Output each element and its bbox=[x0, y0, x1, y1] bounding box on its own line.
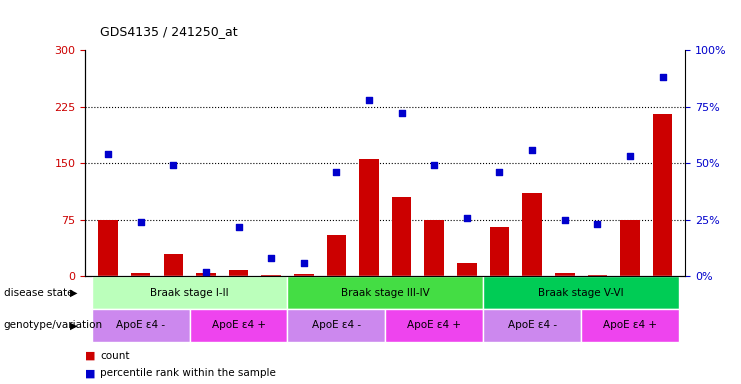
Bar bbox=[653, 114, 672, 276]
Point bbox=[396, 110, 408, 116]
Text: ▶: ▶ bbox=[70, 320, 78, 331]
Text: Braak stage III-IV: Braak stage III-IV bbox=[341, 288, 430, 298]
Point bbox=[233, 223, 245, 230]
Bar bbox=[581, 309, 679, 342]
Text: Braak stage V-VI: Braak stage V-VI bbox=[538, 288, 624, 298]
Point bbox=[624, 153, 636, 159]
Point bbox=[494, 169, 505, 175]
Bar bbox=[620, 220, 639, 276]
Bar bbox=[359, 159, 379, 276]
Bar bbox=[131, 273, 150, 276]
Bar bbox=[229, 270, 248, 276]
Point bbox=[102, 151, 114, 157]
Bar bbox=[92, 276, 288, 309]
Text: GDS4135 / 241250_at: GDS4135 / 241250_at bbox=[100, 25, 238, 38]
Point bbox=[559, 217, 571, 223]
Point bbox=[167, 162, 179, 169]
Bar bbox=[490, 227, 509, 276]
Text: ApoE ε4 +: ApoE ε4 + bbox=[408, 320, 461, 331]
Bar bbox=[588, 275, 607, 276]
Bar bbox=[425, 220, 444, 276]
Bar bbox=[99, 220, 118, 276]
Bar bbox=[164, 254, 183, 276]
Bar bbox=[92, 309, 190, 342]
Bar bbox=[483, 276, 679, 309]
Point bbox=[526, 147, 538, 153]
Text: ApoE ε4 +: ApoE ε4 + bbox=[211, 320, 265, 331]
Point bbox=[200, 269, 212, 275]
Point bbox=[657, 74, 668, 80]
Text: count: count bbox=[100, 351, 130, 361]
Point bbox=[363, 97, 375, 103]
Bar bbox=[555, 273, 574, 276]
Bar bbox=[392, 197, 411, 276]
Text: ApoE ε4 -: ApoE ε4 - bbox=[508, 320, 556, 331]
Bar bbox=[294, 274, 313, 276]
Text: disease state: disease state bbox=[4, 288, 73, 298]
Text: ■: ■ bbox=[85, 368, 96, 378]
Bar bbox=[288, 309, 385, 342]
Text: ApoE ε4 -: ApoE ε4 - bbox=[312, 320, 361, 331]
Point bbox=[428, 162, 440, 169]
Text: Braak stage I-II: Braak stage I-II bbox=[150, 288, 229, 298]
Bar bbox=[196, 273, 216, 276]
Text: percentile rank within the sample: percentile rank within the sample bbox=[100, 368, 276, 378]
Bar bbox=[457, 263, 476, 276]
Point bbox=[591, 221, 603, 227]
Bar bbox=[385, 309, 483, 342]
Point bbox=[298, 260, 310, 266]
Text: ApoE ε4 +: ApoE ε4 + bbox=[603, 320, 657, 331]
Point bbox=[461, 215, 473, 221]
Bar bbox=[483, 309, 581, 342]
Bar bbox=[522, 194, 542, 276]
Bar bbox=[327, 235, 346, 276]
Bar bbox=[262, 275, 281, 276]
Bar bbox=[190, 309, 288, 342]
Bar bbox=[288, 276, 483, 309]
Text: ▶: ▶ bbox=[70, 288, 78, 298]
Point bbox=[135, 219, 147, 225]
Point bbox=[265, 255, 277, 262]
Text: genotype/variation: genotype/variation bbox=[4, 320, 103, 331]
Text: ■: ■ bbox=[85, 351, 96, 361]
Text: ApoE ε4 -: ApoE ε4 - bbox=[116, 320, 165, 331]
Point bbox=[330, 169, 342, 175]
